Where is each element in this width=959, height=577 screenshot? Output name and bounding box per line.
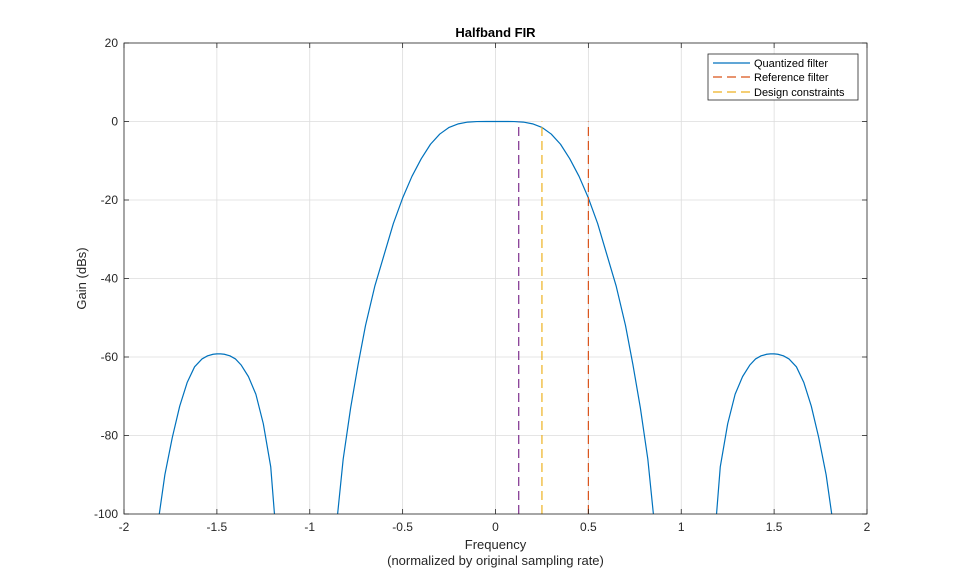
- tick-labels: -2 -1.5 -1 -0.5 0 0.5 1 1.5 2 -100 -80 -60 -40 -20 0 20: [94, 36, 871, 534]
- y-tick-label: -60: [101, 350, 119, 364]
- x-axis-sublabel: (normalized by original sampling rate): [387, 553, 604, 568]
- x-tick-label: -1.5: [207, 520, 228, 534]
- x-tick-label: 0: [492, 520, 499, 534]
- x-tick-label: 2: [864, 520, 871, 534]
- x-tick-label: 1.5: [766, 520, 783, 534]
- y-tick-label: 20: [105, 36, 119, 50]
- x-tick-label: 0.5: [580, 520, 597, 534]
- x-tick-label: -2: [119, 520, 130, 534]
- x-tick-label: 1: [678, 520, 685, 534]
- y-tick-label: -40: [101, 272, 119, 286]
- x-axis-label: Frequency: [465, 537, 527, 552]
- series-quantized-filter: [715, 353, 833, 515]
- y-tick-label: -100: [94, 507, 118, 521]
- y-axis-label: Gain (dBs): [74, 247, 89, 309]
- y-tick-label: -20: [101, 193, 119, 207]
- legend: Quantized filter Reference filter Design…: [707, 53, 859, 101]
- series-quantized-filter: [158, 353, 276, 515]
- chart-title: Halfband FIR: [455, 25, 536, 40]
- legend-label-design-constraints: Design constraints: [754, 87, 845, 99]
- series-quantized-filter: [337, 120, 654, 515]
- ticks: [123, 42, 868, 515]
- legend-label-quantized-filter: Quantized filter: [754, 58, 828, 70]
- legend-label-reference-filter: Reference filter: [754, 72, 829, 84]
- y-tick-label: -80: [101, 429, 119, 443]
- x-tick-label: -1: [304, 520, 315, 534]
- y-tick-label: 0: [111, 115, 118, 129]
- series-layer: [158, 120, 833, 515]
- x-tick-label: -0.5: [392, 520, 413, 534]
